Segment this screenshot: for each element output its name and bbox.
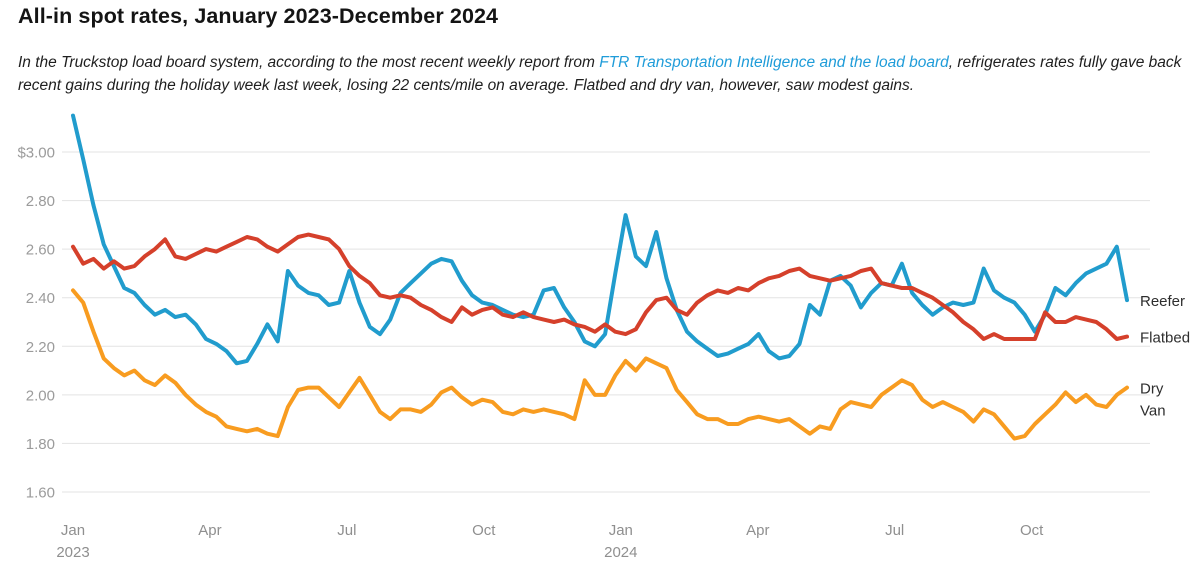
legend-label-dry-van: Dry <box>1140 381 1164 398</box>
y-axis-tick-label: 2.80 <box>26 193 55 210</box>
series-line-reefer <box>71 113 1129 366</box>
subtitle: In the Truckstop load board system, acco… <box>18 52 1184 97</box>
y-axis-tick-label: 1.80 <box>26 436 55 453</box>
series-line-flatbed <box>71 232 1129 341</box>
subtitle-link-ftr[interactable]: FTR Transportation Intelligence and the … <box>599 54 949 71</box>
y-axis-tick-label: 2.40 <box>26 290 55 307</box>
legend-label-dry-van: Van <box>1140 403 1166 420</box>
subtitle-text-post: , refrigerates rates fully gave back rec… <box>18 54 1182 94</box>
x-axis-tick-label: Apr <box>198 522 221 539</box>
x-axis-tick-label: Jul <box>885 522 904 539</box>
x-axis-tick-label: Jan <box>609 522 633 539</box>
legend-label-reefer: Reefer <box>1140 293 1185 310</box>
x-axis-year-label: 2024 <box>604 544 637 561</box>
y-axis-tick-label: 2.60 <box>26 242 55 259</box>
subtitle-text-pre: In the Truckstop load board system, acco… <box>18 54 600 71</box>
legend-label-flatbed: Flatbed <box>1140 330 1190 347</box>
series-line-dry-van <box>71 288 1129 441</box>
x-axis-year-label: 2023 <box>56 544 89 561</box>
page-title: All-in spot rates, January 2023-December… <box>18 4 499 28</box>
y-axis-tick-label: $3.00 <box>17 145 55 162</box>
y-axis-tick-label: 2.00 <box>26 387 55 404</box>
y-axis-tick-label: 1.60 <box>26 485 55 502</box>
x-axis-tick-label: Jan <box>61 522 85 539</box>
x-axis-tick-label: Oct <box>472 522 496 539</box>
x-axis-tick-label: Jul <box>337 522 356 539</box>
y-axis-tick-label: 2.20 <box>26 339 55 356</box>
x-axis-tick-label: Apr <box>746 522 769 539</box>
x-axis-tick-label: Oct <box>1020 522 1044 539</box>
